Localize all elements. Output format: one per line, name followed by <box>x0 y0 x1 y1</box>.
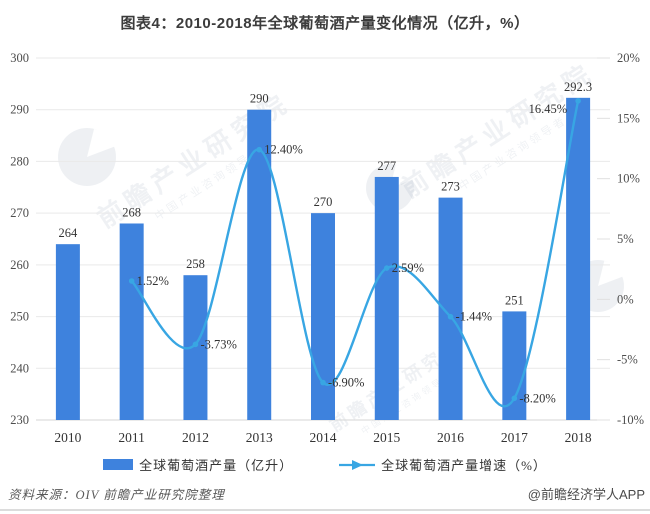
bar-value-label: 273 <box>441 180 460 194</box>
bar-value-label: 268 <box>122 205 141 219</box>
x-axis-year-label: 2014 <box>310 430 337 445</box>
growth-line-marker <box>128 278 135 284</box>
footer: 资料来源：OIV 前瞻产业研究院整理 @前瞻经济学人APP <box>0 484 650 502</box>
chart-title: 图表4：2010-2018年全球葡萄酒产量变化情况（亿升，%） <box>120 15 530 32</box>
right-axis-tick: -10% <box>617 413 644 427</box>
bar-value-label: 292.3 <box>564 80 592 94</box>
credit-note: @前瞻经济学人APP <box>527 487 645 502</box>
left-axis-tick: 230 <box>10 413 29 427</box>
x-axis-year-label: 2018 <box>565 430 592 445</box>
bar-value-label: 251 <box>505 293 524 307</box>
right-axis-tick: 15% <box>617 111 640 125</box>
growth-line-marker <box>447 313 454 320</box>
x-axis-year-label: 2013 <box>246 430 273 445</box>
legend-item-growth[interactable]: 全球葡萄酒产量增速（%） <box>339 455 547 474</box>
x-axis-year-label: 2012 <box>182 430 209 445</box>
growth-line-marker <box>575 98 581 104</box>
plot-area: 前瞻产业研究院 中国产业咨询领导者 前瞻产业研究院 中国产业咨询领导者 前瞻产业… <box>0 42 650 452</box>
growth-line-marker <box>320 379 326 386</box>
bar-value-label: 258 <box>186 257 205 271</box>
growth-line-marker <box>383 265 390 271</box>
bar-2010 <box>55 244 80 420</box>
x-axis-year-label: 2015 <box>373 430 400 445</box>
source-note: 资料来源：OIV 前瞻产业研究院整理 <box>8 488 225 502</box>
bar-2014 <box>311 213 335 420</box>
bar-2018 <box>566 97 591 420</box>
growth-value-label: 1.52% <box>137 274 169 288</box>
legend-label-production: 全球葡萄酒产量（亿升） <box>139 458 294 473</box>
growth-line-marker <box>511 395 518 402</box>
growth-value-label: -3.73% <box>200 337 236 351</box>
x-axis-year-label: 2010 <box>54 430 81 445</box>
legend-item-production[interactable]: 全球葡萄酒产量（亿升） <box>103 455 293 474</box>
growth-value-label: 12.40% <box>264 143 303 157</box>
left-axis-tick: 240 <box>10 361 29 375</box>
growth-value-label: -1.44% <box>456 310 492 324</box>
bar-value-label: 264 <box>59 226 79 240</box>
legend: 全球葡萄酒产量（亿升） 全球葡萄酒产量增速（%） <box>0 455 650 474</box>
bar-2011 <box>119 223 144 420</box>
bottom-divider <box>0 509 650 511</box>
growth-value-label: -8.20% <box>519 391 555 405</box>
growth-value-label: 16.45% <box>529 102 568 116</box>
left-axis-tick: 260 <box>10 258 29 272</box>
line-series-marker-icon <box>339 459 376 470</box>
left-axis-tick: 270 <box>10 206 29 220</box>
growth-line-marker <box>192 341 199 348</box>
right-axis-tick: -5% <box>617 353 638 367</box>
growth-line-marker <box>256 146 263 153</box>
left-axis-tick: 290 <box>10 103 29 117</box>
right-axis-tick: 10% <box>617 172 640 186</box>
left-axis-tick: 280 <box>10 154 29 168</box>
bar-2015 <box>374 176 399 420</box>
right-axis-tick: 5% <box>617 232 634 246</box>
bar-2017 <box>502 311 527 420</box>
right-axis-tick: 0% <box>617 292 634 306</box>
left-axis-tick: 300 <box>10 51 29 65</box>
x-axis-year-label: 2016 <box>437 430 464 445</box>
left-axis-tick: 250 <box>10 310 29 324</box>
x-axis-year-label: 2011 <box>118 430 145 445</box>
bar-value-label: 277 <box>377 159 396 173</box>
right-axis-tick: 20% <box>617 51 640 65</box>
growth-value-label: 2.59% <box>392 261 424 275</box>
bar-value-label: 290 <box>250 92 269 106</box>
legend-label-growth: 全球葡萄酒产量增速（%） <box>381 458 547 473</box>
production-combo-chart: 300 290 280 270 260 250 240 230 20% 15% 10% 5% 0% -5%… <box>10 51 644 445</box>
bar-value-label: 270 <box>314 195 333 209</box>
x-axis-year-label: 2017 <box>501 430 528 445</box>
growth-value-label: -6.90% <box>328 376 364 390</box>
bar-series-swatch <box>103 459 134 470</box>
